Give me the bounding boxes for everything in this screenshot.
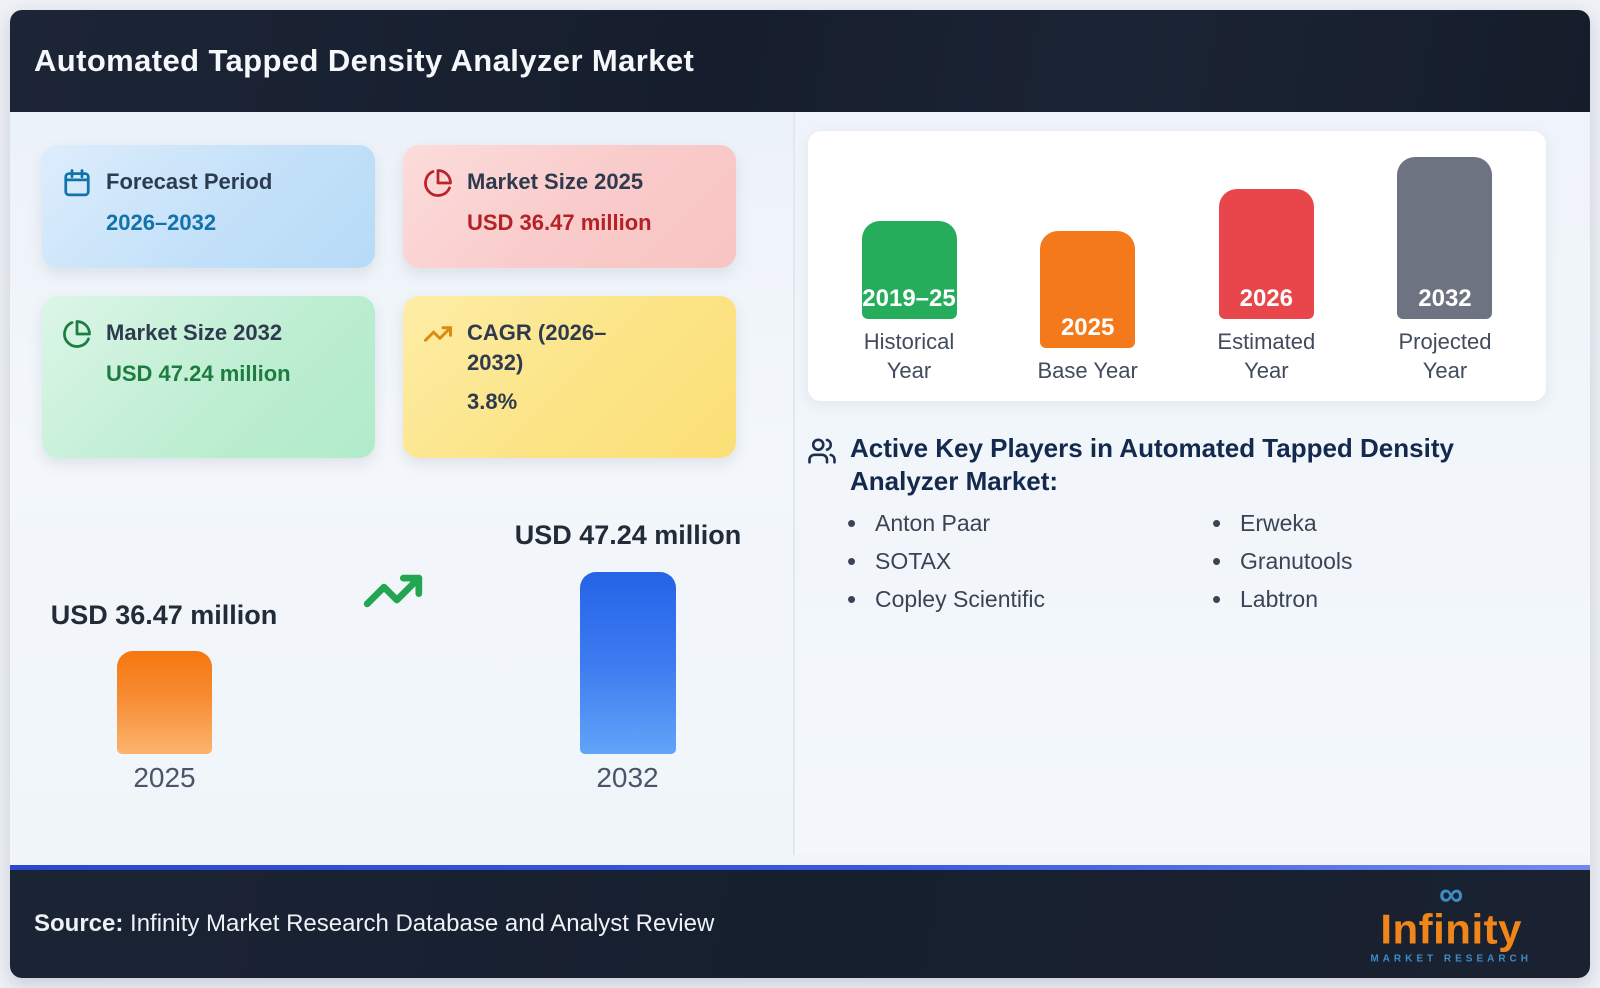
card-label: CAGR (2026–2032) <box>467 320 607 375</box>
timeline-bar-year: 2019–25 <box>862 284 956 312</box>
source-text: Infinity Market Research Database and An… <box>123 910 715 937</box>
card-value: 3.8% <box>467 389 518 415</box>
logo-subtitle: MARKET RESEARCH <box>1370 953 1532 965</box>
pie-chart-icon <box>423 168 453 198</box>
main-content: Forecast Period 2026–2032 Market Size 20… <box>10 112 1590 855</box>
growth-bar-2032 <box>580 572 676 754</box>
timeline-group-projected: 2032 Projected Year <box>1380 156 1510 385</box>
market-size-2025-card: Market Size 2025 USD 36.47 million <box>403 145 736 268</box>
infinity-symbol-icon: ∞ <box>1439 875 1464 914</box>
key-player-item: SOTAX <box>845 546 1210 577</box>
key-players-column-1: Anton Paar SOTAX Copley Scientific <box>845 508 1210 624</box>
key-players-heading: Active Key Players in Automated Tapped D… <box>850 433 1454 497</box>
card-value: USD 47.24 million <box>106 361 291 386</box>
pie-chart-icon <box>62 319 92 349</box>
timeline-bar-year: 2025 <box>1060 313 1115 341</box>
card-label: Market Size 2025 <box>467 169 644 194</box>
source-line: Source: Infinity Market Research Databas… <box>34 910 714 938</box>
footer-bar: Source: Infinity Market Research Databas… <box>10 865 1590 978</box>
card-value: 2026–2032 <box>106 210 217 235</box>
growth-bar-2025 <box>117 651 212 754</box>
key-player-item: Erweka <box>1210 508 1353 539</box>
card-label: Forecast Period <box>106 169 273 194</box>
key-players-column-2: Erweka Granutools Labtron <box>1210 508 1353 624</box>
calendar-icon <box>62 168 92 198</box>
timeline-caption: Historical Year <box>863 328 955 383</box>
growth-trend-arrow-icon <box>352 560 434 622</box>
infinity-market-research-logo: ∞ Infinity MARKET RESEARCH <box>1370 875 1532 965</box>
forecast-period-card: Forecast Period 2026–2032 <box>42 145 375 268</box>
source-label: Source: <box>34 910 124 937</box>
growth-chart-value-2032: USD 47.24 million <box>514 520 742 550</box>
timeline-caption: Projected Year <box>1398 328 1492 383</box>
growth-chart-year-2032: 2032 <box>596 762 659 793</box>
timeline-group-base: 2025 Base Year <box>1023 230 1153 385</box>
key-player-item: Labtron <box>1210 584 1353 615</box>
cagr-card: CAGR (2026–2032) 3.8% <box>403 296 736 458</box>
right-panel: 2019–25 Historical Year 2025 Base Year 2… <box>793 112 1590 855</box>
timeline-bar-year: 2026 <box>1239 284 1293 312</box>
timeline-bar-year: 2032 <box>1418 284 1472 312</box>
trending-up-icon <box>423 319 453 349</box>
header-bar: Automated Tapped Density Analyzer Market <box>10 10 1590 112</box>
timeline-bar-historical: 2019–25 <box>861 220 957 319</box>
timeline-bar-projected: 2032 <box>1397 156 1493 319</box>
timeline-caption: Estimated Year <box>1217 328 1316 383</box>
page-title: Automated Tapped Density Analyzer Market <box>34 43 695 78</box>
users-icon <box>807 436 837 466</box>
key-player-item: Anton Paar <box>845 508 1210 539</box>
market-size-2032-card: Market Size 2032 USD 47.24 million <box>42 296 375 458</box>
key-player-item: Granutools <box>1210 546 1353 577</box>
left-panel: Forecast Period 2026–2032 Market Size 20… <box>10 112 793 855</box>
timeline-card: 2019–25 Historical Year 2025 Base Year 2… <box>807 130 1547 402</box>
growth-chart-value-2025: USD 36.47 million <box>50 600 278 630</box>
timeline-group-historical: 2019–25 Historical Year <box>844 220 974 385</box>
key-player-item: Copley Scientific <box>845 584 1210 615</box>
growth-chart-year-2025: 2025 <box>133 762 196 793</box>
card-label: Market Size 2032 <box>106 320 283 345</box>
logo-wordmark: Infinity <box>1380 905 1522 953</box>
timeline-group-estimated: 2026 Estimated Year <box>1201 188 1331 385</box>
infographic-poster: Automated Tapped Density Analyzer Market… <box>10 10 1590 978</box>
key-players-lists: Anton Paar SOTAX Copley Scientific Erwek… <box>845 508 1353 624</box>
key-players-heading-row: Active Key Players in Automated Tapped D… <box>807 432 1547 499</box>
timeline-bar-estimated: 2026 <box>1218 188 1314 319</box>
timeline-caption: Base Year <box>1037 357 1138 383</box>
timeline-bar-base: 2025 <box>1040 230 1136 348</box>
card-value: USD 36.47 million <box>467 210 652 235</box>
